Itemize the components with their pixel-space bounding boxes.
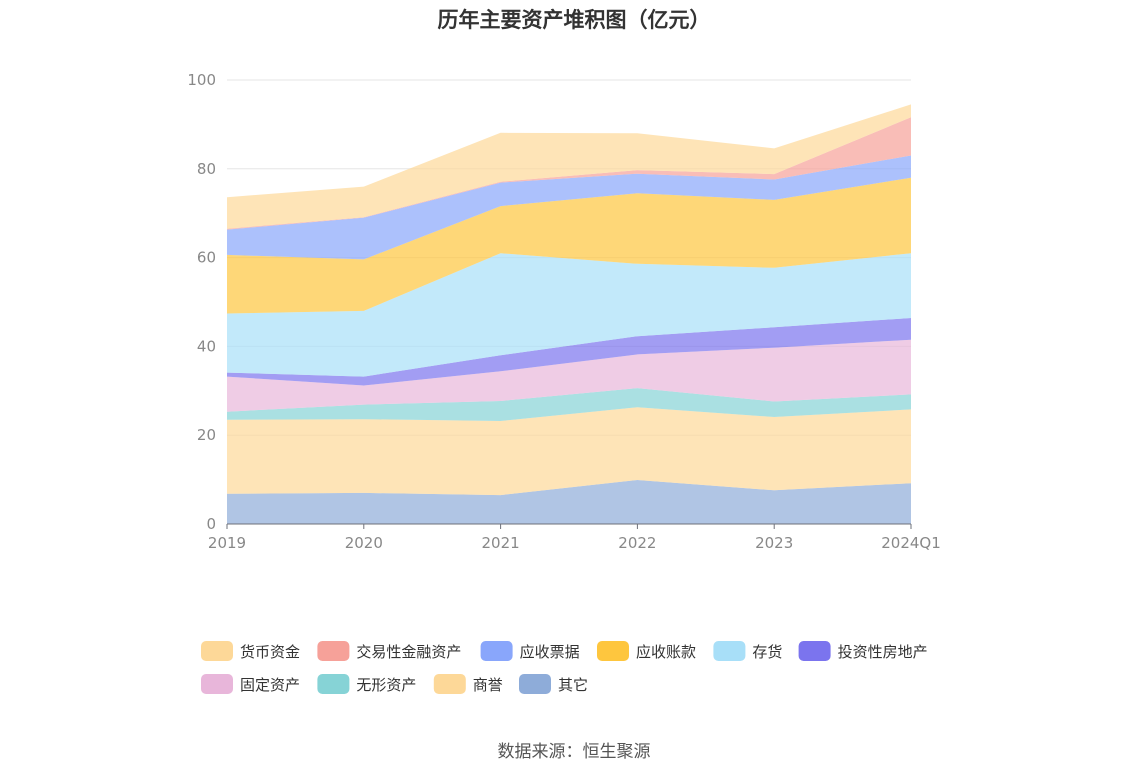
x-tick-label: 2019 bbox=[208, 534, 246, 552]
y-tick-label: 100 bbox=[187, 71, 216, 89]
area-series bbox=[227, 155, 911, 260]
legend-swatch bbox=[597, 641, 629, 661]
area-series bbox=[227, 104, 911, 229]
legend-swatch bbox=[798, 641, 831, 661]
chart-title: 历年主要资产堆积图（亿元） bbox=[437, 8, 711, 32]
area-series bbox=[227, 407, 911, 496]
x-tick-label: 2024Q1 bbox=[881, 534, 941, 552]
legend-label: 其它 bbox=[558, 676, 588, 694]
legend-label: 交易性金融资产 bbox=[356, 643, 461, 661]
legend-swatch bbox=[317, 674, 350, 694]
area-series bbox=[227, 480, 911, 524]
legend-label: 投资性房地产 bbox=[838, 643, 928, 661]
legend-swatch bbox=[713, 641, 746, 661]
y-tick-label: 0 bbox=[206, 515, 216, 533]
legend-swatch bbox=[433, 674, 466, 694]
legend-label: 货币资金 bbox=[240, 643, 300, 661]
legend-swatch bbox=[201, 674, 233, 694]
x-tick-label: 2022 bbox=[618, 534, 656, 552]
legend-label: 商誉 bbox=[473, 676, 503, 694]
y-tick-label: 20 bbox=[197, 426, 216, 444]
x-tick-label: 2020 bbox=[345, 534, 383, 552]
legend-label: 固定资产 bbox=[240, 676, 300, 694]
area-series bbox=[227, 318, 911, 386]
area-series bbox=[227, 253, 911, 377]
legend-label: 存货 bbox=[752, 643, 782, 661]
source-text: 数据来源：恒生聚源 bbox=[497, 742, 651, 762]
legend-label: 应收票据 bbox=[520, 643, 580, 661]
x-tick-label: 2021 bbox=[482, 534, 520, 552]
area-series bbox=[227, 388, 911, 421]
legend-label: 无形资产 bbox=[356, 676, 416, 694]
x-tick-label: 2023 bbox=[755, 534, 793, 552]
legend-swatch bbox=[519, 674, 551, 694]
area-series bbox=[227, 177, 911, 314]
area-series bbox=[227, 339, 911, 412]
legend-swatch bbox=[201, 641, 233, 661]
legend-label: 应收账款 bbox=[636, 643, 696, 661]
y-tick-label: 80 bbox=[197, 160, 216, 178]
legend-swatch bbox=[480, 641, 513, 661]
y-tick-label: 60 bbox=[197, 249, 216, 267]
legend-swatch bbox=[317, 641, 350, 661]
y-tick-label: 40 bbox=[197, 337, 216, 355]
